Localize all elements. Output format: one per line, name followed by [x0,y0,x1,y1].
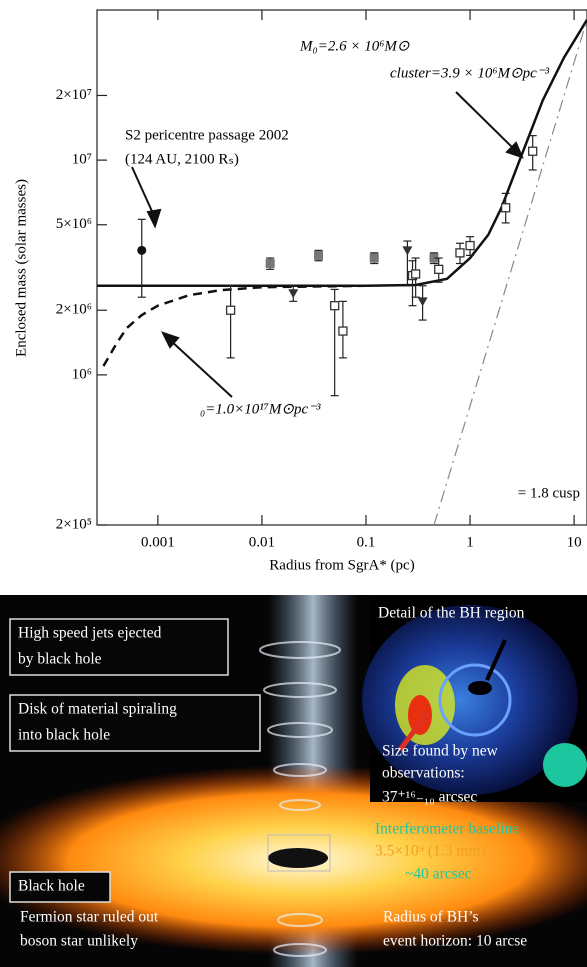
illustration-label: 3.5×10⁹ (1.3 mm) [375,843,486,860]
data-point [338,326,348,336]
jet-spirals [259,641,341,957]
y-axis-label: Enclosed mass (solar masses) [13,179,29,357]
illustration-label: High speed jets ejected [18,625,162,642]
illustration-label: ~40 arcsec [405,866,472,883]
illustration-label: by black hole [18,651,102,668]
x-tick-label: 0.1 [357,534,376,550]
illustration-label: Interferometer baseline [375,821,519,838]
illustration-label: Detail of the BH region [378,605,525,622]
data-point [410,269,421,279]
annotation: S2 pericentre passage 2002 [125,127,289,143]
y-tick-label: 5×10⁶ [56,216,92,232]
illustration-label: Radius of BH’s [383,909,479,926]
data-point [417,297,428,307]
data-point [225,305,236,315]
y-tick-label: 2×10⁷ [56,87,92,103]
x-tick-label: 0.001 [141,534,175,550]
data-point [314,250,324,260]
illustration-label: Disk of material spiraling [18,701,177,718]
plot-frame [96,9,587,526]
data-point [265,259,275,269]
annotation: cluster=3.9 × 10⁶M⊙pc⁻³ [390,65,550,81]
annotation: = 1.8 cusp [518,485,580,501]
annotation: (124 AU, 2100 Rₛ) [125,151,239,167]
highlight-box [267,834,331,872]
data-point [137,245,147,255]
illustration-label: observations: [382,765,465,782]
data-point [369,253,379,263]
data-point [528,146,538,156]
model-curve [433,19,587,526]
annotation: M₀=2.6 × 10⁶M⊙ [299,38,410,54]
data-point [434,264,444,275]
model-curve [102,284,367,367]
annotation-arrows [131,91,524,398]
x-tick-label: 0.01 [249,534,275,550]
annotation: ₀=1.0×10¹⁷M⊙pc⁻³ [200,401,321,417]
illustration-label: event horizon: 10 arcse [383,933,527,950]
data-point [288,289,299,299]
y-tick-label: 10⁷ [72,152,92,168]
y-tick-label: 10⁶ [72,366,92,382]
data-point [402,246,413,256]
illustration-label: 37⁺¹⁶₋₁₀ arcsec [382,789,477,806]
inset-image [362,605,578,795]
illustration-label: into black hole [18,727,110,744]
data-point [455,248,465,258]
plot [97,10,587,526]
illustration-label: boson star unlikely [20,933,138,950]
y-tick-label: 2×10⁶ [56,302,92,318]
illustration-label: Black hole [18,878,85,895]
illustration [0,595,587,967]
black-hole [268,848,328,868]
illustration-label: Size found by new [382,743,499,760]
data-point [429,253,439,263]
y-tick-label: 2×10⁵ [56,516,92,532]
x-tick-label: 10 [567,534,582,550]
size-circle [543,743,587,787]
data-point [465,240,475,251]
illustration-label: Fermion star ruled out [20,909,159,926]
model-curve [97,19,587,288]
x-axis-label: Radius from SgrA* (pc) [269,557,414,573]
x-tick-label: 1 [466,534,474,550]
data-point [501,203,511,213]
data-point [330,301,340,311]
